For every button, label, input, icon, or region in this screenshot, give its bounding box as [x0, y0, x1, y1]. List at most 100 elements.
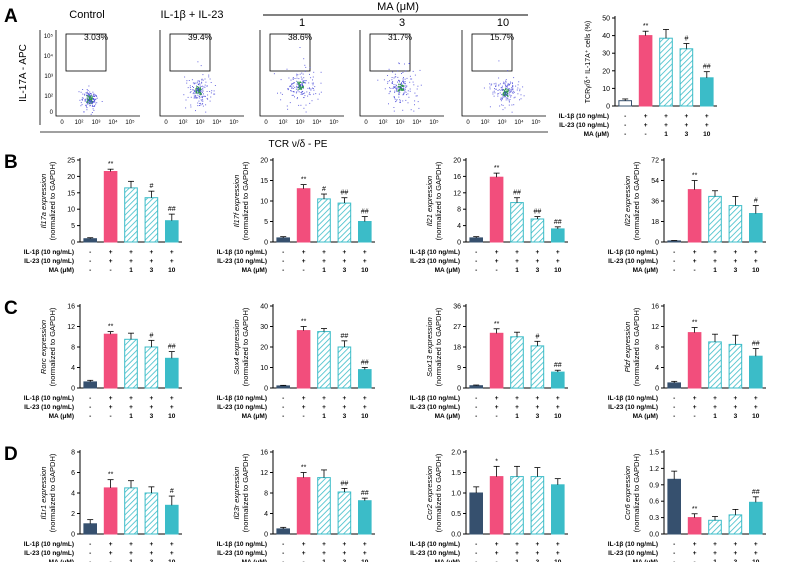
flow-dot — [402, 72, 404, 73]
flow-condition-control: Control — [69, 9, 104, 21]
flow-dot — [497, 90, 499, 91]
flow-dot — [501, 98, 503, 100]
significance-label: # — [754, 198, 758, 205]
flow-dot — [197, 88, 199, 90]
treatment-cell: + — [685, 113, 689, 120]
y-tick-label: 0 — [264, 532, 268, 539]
flow-dot — [507, 84, 509, 86]
flow-dot — [84, 94, 86, 96]
flow-dot — [405, 83, 406, 85]
flow-dot — [393, 84, 395, 86]
treatment-cell: + — [515, 550, 519, 557]
flow-dot — [204, 78, 206, 80]
bar — [667, 382, 682, 389]
flow-dot — [202, 105, 204, 107]
flow-dot — [505, 84, 506, 86]
flow-dot — [87, 98, 88, 100]
flow-dot — [193, 89, 195, 91]
bar — [296, 188, 311, 243]
flow-dot — [301, 72, 303, 74]
treatment-cell: 10 — [554, 267, 562, 274]
treatment-cell: + — [693, 395, 697, 402]
flow-dot — [293, 82, 295, 84]
flow-dot — [404, 90, 406, 92]
flow-dot — [504, 83, 506, 85]
flow-dot — [94, 100, 95, 102]
treatment-row-label: IL-23 (10 ng/mL) — [410, 404, 460, 411]
bar — [749, 355, 763, 389]
flow-dot — [194, 91, 196, 93]
treatment-cell: + — [150, 258, 154, 265]
treatment-cell: + — [322, 258, 326, 265]
treatment-cell: 1 — [515, 267, 519, 274]
flow-dot — [502, 104, 504, 106]
flow-dot — [505, 95, 507, 96]
flow-dot — [504, 82, 506, 84]
flow-dot-dense — [195, 92, 197, 94]
treatment-cell: + — [322, 541, 326, 548]
flow-dot — [297, 86, 299, 88]
flow-x-tick: 10² — [279, 120, 288, 126]
treatment-cell: + — [363, 404, 367, 411]
flow-dot — [298, 84, 300, 86]
flow-dot — [287, 89, 289, 91]
flow-dot — [280, 79, 282, 81]
flow-dot — [292, 94, 294, 96]
flow-dot — [192, 89, 194, 91]
flow-dot — [199, 102, 201, 104]
flow-dot — [388, 68, 390, 70]
flow-dot — [509, 83, 511, 85]
flow-dot-dense — [402, 85, 404, 87]
treatment-cell: - — [694, 413, 696, 420]
treatment-cell: + — [515, 404, 519, 411]
flow-dot-dense — [200, 89, 202, 91]
flow-dot — [309, 92, 311, 94]
flow-dot — [383, 79, 385, 81]
flow-dot — [187, 87, 189, 89]
flow-dot — [505, 79, 507, 81]
flow-gate-percent: 39.4% — [188, 32, 213, 42]
flow-dot — [492, 91, 494, 93]
treatment-row-label: IL-1β (10 ng/mL) — [608, 395, 658, 402]
treatment-cell: - — [303, 267, 305, 274]
treatment-cell: - — [89, 404, 91, 411]
flow-dot — [512, 92, 514, 94]
significance-label: ## — [554, 362, 562, 369]
significance-label: ## — [168, 206, 176, 213]
treatment-cell: 3 — [150, 413, 154, 420]
flow-y-tick: 10⁵ — [44, 33, 54, 40]
treatment-cell: + — [170, 249, 174, 256]
flow-dot — [505, 86, 507, 88]
treatment-row-label: IL-23 (10 ng/mL) — [410, 550, 460, 557]
treatment-cell: - — [475, 404, 477, 411]
flow-header: Control IL-1β + IL-23 MA (μM) 1 3 10 — [69, 1, 528, 29]
flow-dot — [400, 86, 402, 88]
y-axis-label: Sox13 expression — [425, 317, 434, 377]
treatment-row-label: IL-1β (10 ng/mL) — [410, 541, 460, 548]
flow-dot — [194, 96, 196, 98]
y-tick-label: 0 — [457, 386, 461, 393]
flow-dot — [412, 81, 414, 83]
flow-dot — [500, 97, 502, 99]
flow-dot — [201, 95, 203, 97]
flow-x-tick: 10⁵ — [329, 119, 339, 126]
flow-dot — [498, 60, 500, 62]
flow-dot — [511, 82, 513, 84]
treatment-cell: 1 — [713, 267, 717, 274]
treatment-cell: - — [110, 267, 112, 274]
treatment-cell: 3 — [685, 131, 689, 138]
flow-dot — [377, 79, 379, 81]
flow-dot — [409, 63, 410, 64]
bar — [728, 343, 743, 389]
flow-dot — [93, 98, 95, 99]
flow-dot — [420, 84, 422, 86]
flow-dot — [281, 93, 283, 95]
treatment-cell: 10 — [361, 413, 369, 420]
treatment-cell: 10 — [703, 131, 711, 138]
bar — [296, 330, 311, 389]
flow-dot — [391, 77, 393, 78]
flow-dot-dense — [401, 89, 403, 91]
flow-dot — [398, 62, 400, 64]
flow-dot-dense — [399, 88, 401, 91]
bar — [83, 381, 98, 389]
